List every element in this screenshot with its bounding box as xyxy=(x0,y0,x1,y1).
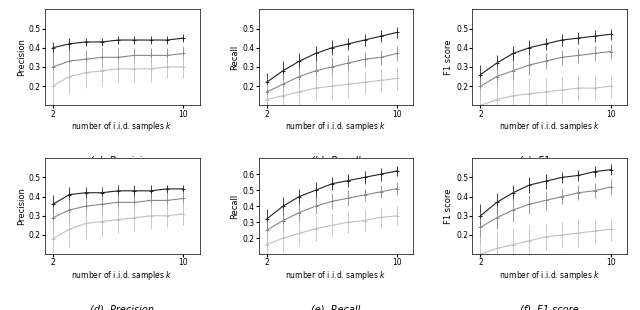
X-axis label: number of i.i.d. samples $k$: number of i.i.d. samples $k$ xyxy=(285,120,387,133)
Text: (c)  F1 score: (c) F1 score xyxy=(520,155,580,165)
Text: (a)  Precision: (a) Precision xyxy=(90,155,154,165)
Y-axis label: F1 score: F1 score xyxy=(444,40,453,75)
X-axis label: number of i.i.d. samples $k$: number of i.i.d. samples $k$ xyxy=(499,120,600,133)
X-axis label: number of i.i.d. samples $k$: number of i.i.d. samples $k$ xyxy=(72,269,173,282)
X-axis label: number of i.i.d. samples $k$: number of i.i.d. samples $k$ xyxy=(499,269,600,282)
Text: (b)  Recall: (b) Recall xyxy=(311,155,361,165)
Y-axis label: Recall: Recall xyxy=(230,45,239,70)
X-axis label: number of i.i.d. samples $k$: number of i.i.d. samples $k$ xyxy=(285,269,387,282)
X-axis label: number of i.i.d. samples $k$: number of i.i.d. samples $k$ xyxy=(72,120,173,133)
Y-axis label: Recall: Recall xyxy=(230,193,239,219)
Y-axis label: Precision: Precision xyxy=(17,38,26,76)
Text: (d)  Precision: (d) Precision xyxy=(90,304,154,310)
Y-axis label: F1 score: F1 score xyxy=(444,188,453,224)
Text: (e)  Recall: (e) Recall xyxy=(311,304,361,310)
Text: (f)  F1 score: (f) F1 score xyxy=(520,304,579,310)
Y-axis label: Precision: Precision xyxy=(17,187,26,225)
